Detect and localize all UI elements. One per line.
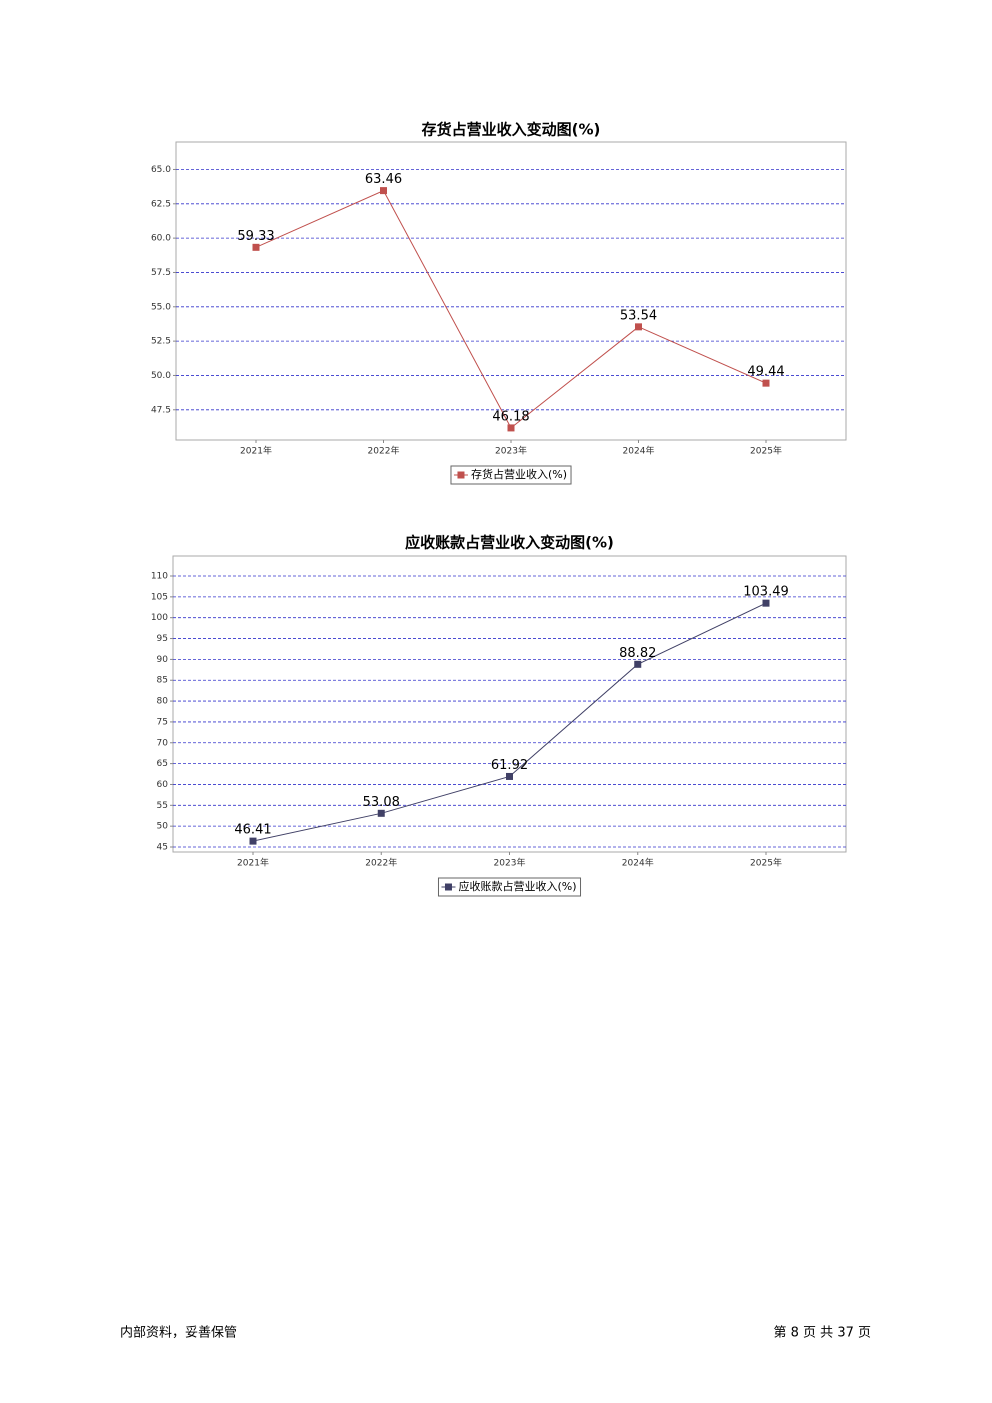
x-tick-label: 2024年 xyxy=(623,445,655,457)
point xyxy=(252,243,260,251)
y-tick-label: 55.0 xyxy=(151,302,171,312)
data-label: 88.82 xyxy=(619,646,656,661)
point xyxy=(635,323,642,331)
point xyxy=(634,660,642,668)
y-tick-label: 95 xyxy=(157,634,168,644)
chart: 存货占营业收入变动图(%) 47.5 50.0 52.5 55.0 57.5 60.0 62.… xyxy=(151,121,847,485)
y-tick-label: 105 xyxy=(151,592,168,602)
y-tick-label: 85 xyxy=(157,676,168,686)
point xyxy=(507,424,515,432)
point xyxy=(249,837,257,845)
x-tick-label: 2022年 xyxy=(368,445,400,457)
y-tick-label: 47.5 xyxy=(151,405,171,415)
data-label: 46.18 xyxy=(492,409,529,424)
chart-title: 应收账款占营业收入变动图(%) xyxy=(405,534,614,552)
data-label: 53.54 xyxy=(620,308,657,323)
y-tick-label: 65 xyxy=(157,759,168,769)
data-label: 53.08 xyxy=(363,795,400,810)
x-tick-label: 2021年 xyxy=(237,857,269,869)
point xyxy=(506,772,513,780)
data-label: 61.92 xyxy=(491,758,528,773)
footer-page: 第 8 页 共 37 页 xyxy=(774,1326,871,1341)
y-tick-label: 70 xyxy=(157,738,169,748)
chart: 应收账款占营业收入变动图(%) 45 50 55 60 65 70 75 80 85 90 95 100… xyxy=(151,534,847,897)
legend: 存货占营业收入(%) xyxy=(450,465,572,485)
data-label: 103.49 xyxy=(743,585,789,600)
x-tick-label: 2022年 xyxy=(365,857,397,869)
data-label: 49.44 xyxy=(747,365,784,380)
y-tick-label: 80 xyxy=(157,697,169,707)
y-tick-label: 57.5 xyxy=(151,268,171,278)
plot-area xyxy=(172,555,847,853)
legend-box xyxy=(450,465,572,485)
x-tick-label: 2024年 xyxy=(622,857,654,869)
point xyxy=(762,379,770,387)
y-tick-label: 60 xyxy=(157,780,169,790)
x-tick-label: 2025年 xyxy=(750,445,782,457)
plot-area xyxy=(175,141,847,441)
y-tick-label: 50.0 xyxy=(151,371,171,381)
legend-label: 应收账款占营业收入(%) xyxy=(458,879,576,893)
data-label: 59.33 xyxy=(237,229,274,244)
y-tick-label: 45 xyxy=(157,842,168,852)
y-tick-label: 50 xyxy=(157,822,169,832)
data-label: 63.46 xyxy=(365,172,402,187)
x-tick-label: 2025年 xyxy=(750,857,782,869)
footer-left: 内部资料，妥善保管 xyxy=(120,1325,237,1341)
x-tick-label: 2021年 xyxy=(240,445,272,457)
x-tick-label: 2023年 xyxy=(495,445,527,457)
x-tick-label: 2023年 xyxy=(494,857,526,869)
point xyxy=(762,599,770,607)
y-tick-label: 62.5 xyxy=(151,199,171,209)
y-tick-label: 60.0 xyxy=(151,234,171,244)
point xyxy=(377,809,385,817)
y-tick-label: 75 xyxy=(157,717,168,727)
legend-label: 存货占营业收入(%) xyxy=(471,467,567,481)
legend-marker xyxy=(457,471,465,479)
legend-box xyxy=(437,877,582,897)
point xyxy=(380,187,387,195)
data-label: 46.41 xyxy=(234,823,271,838)
y-tick-label: 52.5 xyxy=(151,337,171,347)
legend-marker xyxy=(444,883,452,891)
y-tick-label: 65.0 xyxy=(151,165,171,175)
y-tick-label: 100 xyxy=(151,613,168,623)
y-tick-label: 90 xyxy=(157,655,169,665)
legend: 应收账款占营业收入(%) xyxy=(437,877,582,897)
y-tick-label: 110 xyxy=(151,572,168,582)
y-tick-label: 55 xyxy=(157,801,168,811)
chart-title: 存货占营业收入变动图(%) xyxy=(422,121,601,139)
